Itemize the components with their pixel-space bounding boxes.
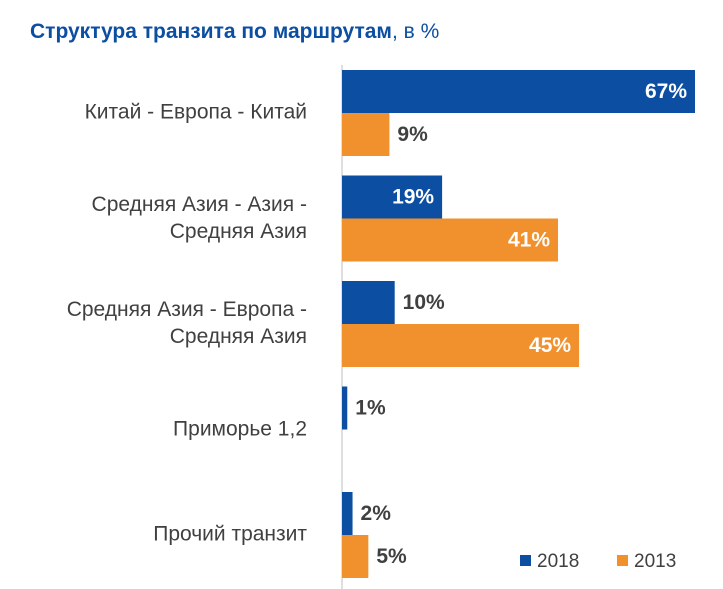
bar xyxy=(342,175,443,219)
bar xyxy=(342,113,390,156)
data-label: 2% xyxy=(361,502,392,525)
bar xyxy=(342,535,369,578)
title-main: Структура транзита по маршрутам xyxy=(30,20,392,43)
data-label: 10% xyxy=(403,291,445,314)
bar xyxy=(342,492,353,535)
chart-title: Структура транзита по маршрутам, в % xyxy=(30,20,439,43)
category-label: Средняя Азия - Азия - Средняя Азия xyxy=(91,192,307,243)
category-label: Китай - Европа - Китай xyxy=(84,100,307,124)
title-unit: , в % xyxy=(392,20,439,43)
data-label: 1% xyxy=(355,397,386,420)
bar xyxy=(342,281,395,324)
bar xyxy=(342,324,580,367)
category-label: Средняя Азия - Европа - Средняя Азия xyxy=(66,298,307,348)
bar xyxy=(342,218,559,262)
bar xyxy=(342,70,695,113)
data-label: 19% xyxy=(392,186,434,209)
data-label: 45% xyxy=(529,334,571,357)
bar xyxy=(342,386,348,430)
data-label: 9% xyxy=(397,123,428,146)
category-label: Приморье 1,2 xyxy=(173,417,307,440)
data-label: 5% xyxy=(376,545,407,568)
category-label: Прочий транзит xyxy=(153,522,307,546)
legend-swatch xyxy=(520,555,531,566)
legend-label: 2018 xyxy=(537,551,579,572)
data-label: 67% xyxy=(645,80,687,103)
legend-swatch xyxy=(617,555,628,566)
legend-label: 2013 xyxy=(634,551,676,572)
data-label: 41% xyxy=(508,229,550,252)
